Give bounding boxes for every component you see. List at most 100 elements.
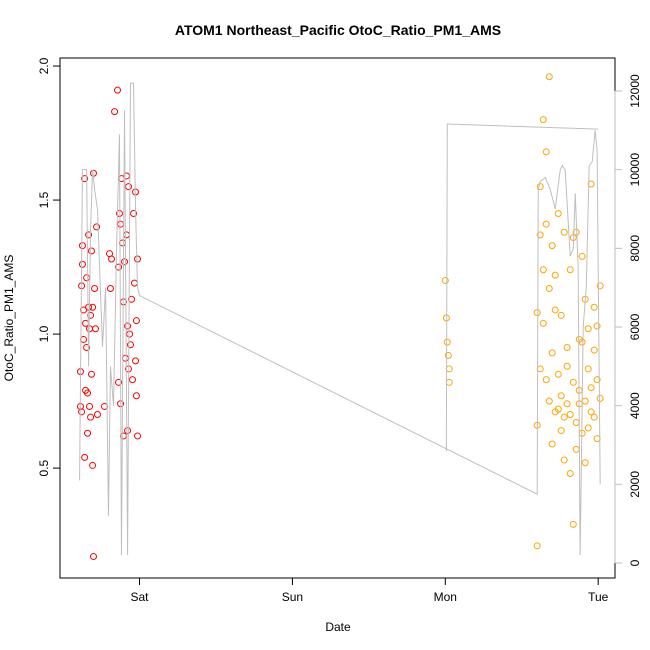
point — [566, 410, 574, 418]
point — [542, 376, 550, 384]
point — [85, 231, 93, 239]
point — [560, 228, 568, 236]
y-tick-label: 1.0 — [37, 325, 51, 342]
point — [587, 408, 595, 416]
point — [533, 309, 541, 317]
point — [554, 209, 562, 217]
point — [85, 303, 93, 311]
chart-title: ATOM1 Northeast_Pacific OtoC_Ratio_PM1_A… — [175, 22, 501, 38]
point — [87, 413, 95, 421]
point — [551, 271, 559, 279]
point — [83, 274, 91, 282]
point — [584, 325, 592, 333]
point — [545, 397, 553, 405]
point — [445, 365, 453, 373]
point — [572, 445, 580, 453]
point — [115, 378, 123, 386]
y-tick-label: 2.0 — [37, 57, 51, 74]
y2-tick-label: 10000 — [628, 153, 642, 187]
point — [93, 223, 101, 231]
point — [117, 220, 125, 228]
point — [593, 435, 601, 443]
point — [89, 461, 97, 469]
point — [113, 86, 121, 94]
point — [566, 469, 574, 477]
point — [542, 148, 550, 156]
point — [128, 376, 136, 384]
point — [132, 357, 140, 365]
point — [581, 397, 589, 405]
point — [121, 354, 129, 362]
x-tick-label: Mon — [434, 590, 457, 604]
point — [130, 279, 138, 287]
y-tick-label: 1.5 — [37, 191, 51, 208]
point — [81, 175, 89, 183]
point — [542, 220, 550, 228]
point — [82, 319, 90, 327]
point — [572, 419, 580, 427]
point — [83, 343, 91, 351]
altitude-line — [79, 82, 601, 556]
point — [443, 338, 451, 346]
point — [593, 322, 601, 330]
point — [87, 247, 95, 255]
point — [441, 276, 449, 284]
point — [81, 453, 89, 461]
point — [590, 413, 598, 421]
point — [78, 242, 86, 250]
point — [126, 341, 134, 349]
y2-tick-label: 12000 — [628, 74, 642, 108]
x-tick-label: Sun — [282, 590, 303, 604]
point — [557, 311, 565, 319]
point — [87, 370, 95, 378]
point — [563, 362, 571, 370]
point — [563, 343, 571, 351]
point — [132, 392, 140, 400]
point — [111, 108, 119, 116]
point — [539, 116, 547, 124]
point — [560, 456, 568, 464]
point — [578, 252, 586, 260]
point — [93, 410, 101, 418]
point — [84, 429, 92, 437]
point — [587, 384, 595, 392]
point — [91, 285, 99, 293]
point — [551, 306, 559, 314]
y2-tick-label: 2000 — [628, 471, 642, 498]
point — [584, 365, 592, 373]
point — [590, 346, 598, 354]
point — [539, 319, 547, 327]
point — [539, 266, 547, 274]
point — [84, 389, 92, 397]
point — [89, 303, 97, 311]
point — [596, 394, 604, 402]
point — [108, 255, 116, 263]
point — [78, 408, 86, 416]
y2-tick-label: 6000 — [628, 313, 642, 340]
y2-tick-label: 4000 — [628, 392, 642, 419]
point — [569, 378, 577, 386]
point — [557, 392, 565, 400]
point — [134, 255, 142, 263]
point — [596, 282, 604, 290]
point — [445, 378, 453, 386]
point — [91, 325, 99, 333]
point — [536, 365, 544, 373]
point — [554, 405, 562, 413]
point — [536, 183, 544, 191]
point — [86, 402, 94, 410]
point — [566, 266, 574, 274]
x-tick-label: Sat — [130, 590, 149, 604]
point — [124, 322, 132, 330]
point — [548, 242, 556, 250]
point — [533, 542, 541, 550]
point — [557, 427, 565, 435]
y2-tick-label: 0 — [628, 559, 642, 566]
x-axis-label: Date — [325, 620, 351, 634]
plot-frame — [59, 57, 616, 579]
point — [590, 303, 598, 311]
point — [124, 427, 132, 435]
point — [115, 263, 123, 271]
point — [545, 285, 553, 293]
